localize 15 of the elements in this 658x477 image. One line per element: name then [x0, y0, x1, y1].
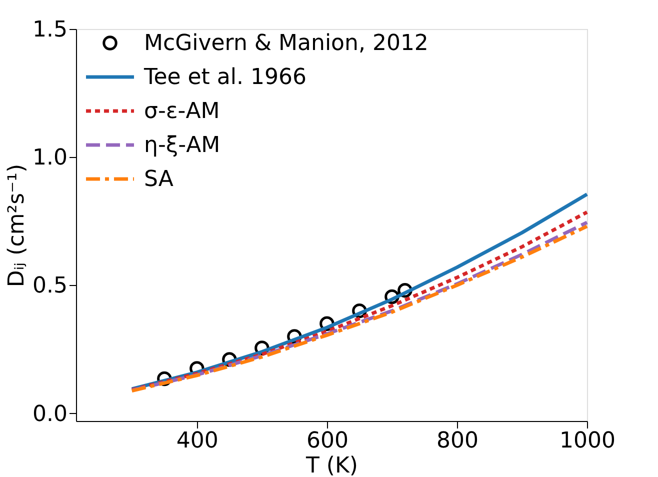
- legend-label: SA: [144, 167, 174, 192]
- y-axis-title: Dᵢⱼ (cm²s⁻¹): [4, 164, 30, 288]
- legend-label: σ-ε-AM: [144, 99, 220, 124]
- y-tick-label: 1.5: [32, 18, 68, 42]
- x-tick-label: 1000: [560, 428, 616, 454]
- legend-label: η-ξ-AM: [144, 133, 220, 158]
- x-axis-title: T (K): [304, 454, 358, 477]
- x-tick-label: 600: [306, 428, 348, 454]
- y-tick-label: 0.0: [32, 402, 68, 427]
- legend-label: McGivern & Manion, 2012: [144, 31, 428, 56]
- x-tick-label: 400: [176, 428, 218, 454]
- y-tick-label: 0.5: [32, 274, 68, 299]
- y-tick-label: 1.0: [32, 146, 68, 171]
- legend-label: Tee et al. 1966: [143, 65, 306, 90]
- x-tick-label: 800: [436, 428, 478, 454]
